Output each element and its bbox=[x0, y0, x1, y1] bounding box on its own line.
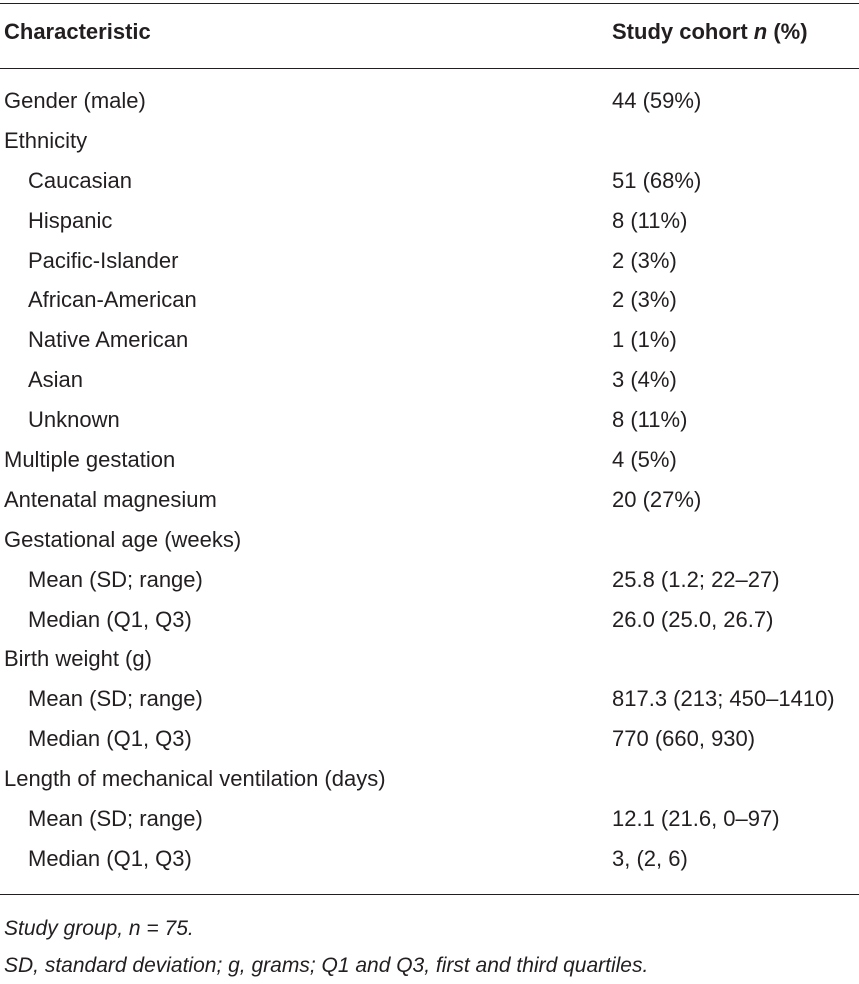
table-top-rule bbox=[0, 3, 859, 4]
header-characteristic: Characteristic bbox=[4, 19, 151, 44]
row-label: Birth weight (g) bbox=[4, 646, 152, 672]
row-label: Median (Q1, Q3) bbox=[28, 606, 192, 632]
header-study-cohort: Study cohort n (%) bbox=[612, 15, 808, 49]
row-value: 2 (3%) bbox=[612, 247, 677, 273]
table-row: Ethnicity bbox=[0, 121, 859, 161]
table-row: Asian 3 (4%) bbox=[0, 360, 859, 400]
row-label: Caucasian bbox=[28, 167, 132, 193]
row-value: 20 (27%) bbox=[612, 486, 702, 512]
table-row: Native American 1 (1%) bbox=[0, 320, 859, 360]
table-row: Gender (male) 44 (59%) bbox=[0, 81, 859, 121]
table-row: Multiple gestation 4 (5%) bbox=[0, 440, 859, 480]
row-value: 8 (11%) bbox=[612, 407, 688, 433]
row-value: 12.1 (21.6, 0–97) bbox=[612, 806, 780, 832]
header-percent-text: (%) bbox=[767, 19, 808, 44]
table-row: Hispanic 8 (11%) bbox=[0, 201, 859, 241]
row-value: 25.8 (1.2; 22–27) bbox=[612, 566, 780, 592]
row-label: Gestational age (weeks) bbox=[4, 526, 242, 552]
table-row: Birth weight (g) bbox=[0, 639, 859, 679]
table-body: Gender (male) 44 (59%) Ethnicity Caucasian 5… bbox=[0, 81, 859, 879]
table-row: Mean (SD; range) 25.8 (1.2; 22–27) bbox=[0, 560, 859, 600]
header-n-symbol: n bbox=[753, 19, 768, 44]
table-footnotes: Study group, n = 75. SD, standard deviat… bbox=[4, 910, 648, 984]
row-value: 1 (1%) bbox=[612, 327, 677, 353]
row-label: Pacific-Islander bbox=[28, 247, 179, 273]
row-value: 4 (5%) bbox=[612, 447, 677, 473]
row-label: Antenatal magnesium bbox=[4, 486, 217, 512]
row-label: Mean (SD; range) bbox=[28, 806, 203, 832]
table-row: Median (Q1, Q3) 770 (660, 930) bbox=[0, 719, 859, 759]
table-row: African-American 2 (3%) bbox=[0, 280, 859, 320]
row-label: Multiple gestation bbox=[4, 447, 176, 473]
table-row: Mean (SD; range) 12.1 (21.6, 0–97) bbox=[0, 799, 859, 839]
row-value: 3 (4%) bbox=[612, 367, 677, 393]
row-label: Median (Q1, Q3) bbox=[28, 726, 192, 752]
row-label: Asian bbox=[28, 367, 84, 393]
row-value: 26.0 (25.0, 26.7) bbox=[612, 606, 774, 632]
row-value: 44 (59%) bbox=[612, 88, 702, 113]
row-label: Length of mechanical ventilation (days) bbox=[4, 766, 386, 792]
row-label: Mean (SD; range) bbox=[28, 686, 203, 712]
row-value: 8 (11%) bbox=[612, 207, 688, 233]
row-label: Median (Q1, Q3) bbox=[28, 845, 192, 871]
table-row: Length of mechanical ventilation (days) bbox=[0, 759, 859, 799]
table-row: Pacific-Islander 2 (3%) bbox=[0, 241, 859, 281]
table-row: Unknown 8 (11%) bbox=[0, 400, 859, 440]
row-value: 2 (3%) bbox=[612, 287, 677, 313]
row-label: Mean (SD; range) bbox=[28, 566, 203, 592]
table-bottom-rule bbox=[0, 894, 859, 895]
table-row: Antenatal magnesium 20 (27%) bbox=[0, 480, 859, 520]
table-row: Caucasian 51 (68%) bbox=[0, 161, 859, 201]
row-value: 817.3 (213; 450–1410) bbox=[612, 686, 835, 712]
header-study-cohort-text: Study cohort bbox=[612, 19, 754, 44]
row-value: 770 (660, 930) bbox=[612, 726, 756, 752]
header-bottom-rule bbox=[0, 68, 859, 69]
table-row: Gestational age (weeks) bbox=[0, 520, 859, 560]
table-row: Median (Q1, Q3) 3, (2, 6) bbox=[0, 839, 859, 879]
row-label: Hispanic bbox=[28, 207, 113, 233]
row-value: 3, (2, 6) bbox=[612, 845, 688, 871]
table-row: Mean (SD; range) 817.3 (213; 450–1410) bbox=[0, 679, 859, 719]
footnote-study-group: Study group, n = 75. bbox=[4, 917, 194, 940]
row-label: Gender (male) bbox=[4, 88, 146, 113]
row-label: Unknown bbox=[28, 407, 120, 433]
row-label: African-American bbox=[28, 287, 197, 313]
row-label: Native American bbox=[28, 327, 189, 353]
footnote-abbreviations: SD, standard deviation; g, grams; Q1 and… bbox=[4, 954, 649, 977]
table-row: Median (Q1, Q3) 26.0 (25.0, 26.7) bbox=[0, 600, 859, 640]
row-label: Ethnicity bbox=[4, 127, 88, 153]
row-value: 51 (68%) bbox=[612, 167, 702, 193]
